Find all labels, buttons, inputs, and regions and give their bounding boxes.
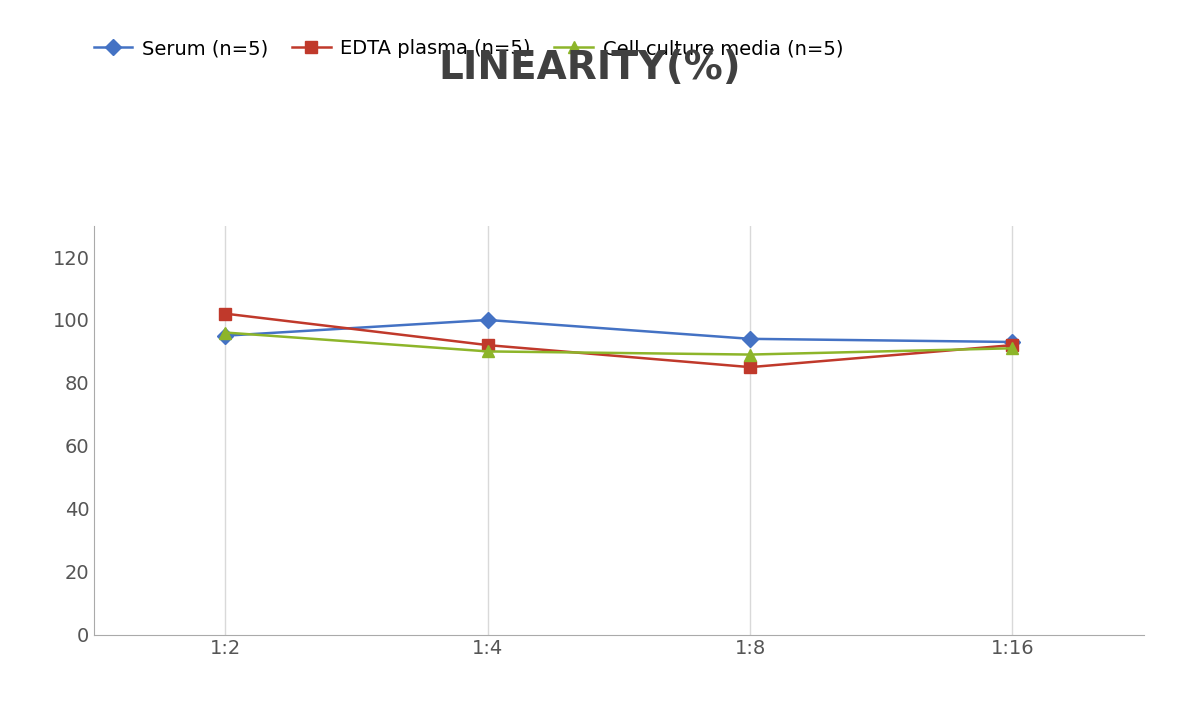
- EDTA plasma (n=5): [743, 363, 757, 372]
- Serum (n=5): [218, 331, 232, 340]
- Serum (n=5): [743, 335, 757, 343]
- Serum (n=5): [481, 316, 495, 324]
- Cell culture media (n=5): [218, 329, 232, 337]
- EDTA plasma (n=5): [1006, 341, 1020, 350]
- Legend: Serum (n=5), EDTA plasma (n=5), Cell culture media (n=5): Serum (n=5), EDTA plasma (n=5), Cell cul…: [93, 39, 843, 58]
- Cell culture media (n=5): [743, 350, 757, 359]
- Cell culture media (n=5): [481, 347, 495, 355]
- Line: Cell culture media (n=5): Cell culture media (n=5): [220, 327, 1017, 360]
- Text: LINEARITY(%): LINEARITY(%): [439, 49, 740, 87]
- EDTA plasma (n=5): [218, 309, 232, 318]
- Serum (n=5): [1006, 338, 1020, 346]
- Line: Serum (n=5): Serum (n=5): [220, 314, 1017, 348]
- Line: EDTA plasma (n=5): EDTA plasma (n=5): [220, 308, 1017, 373]
- Cell culture media (n=5): [1006, 344, 1020, 352]
- EDTA plasma (n=5): [481, 341, 495, 350]
